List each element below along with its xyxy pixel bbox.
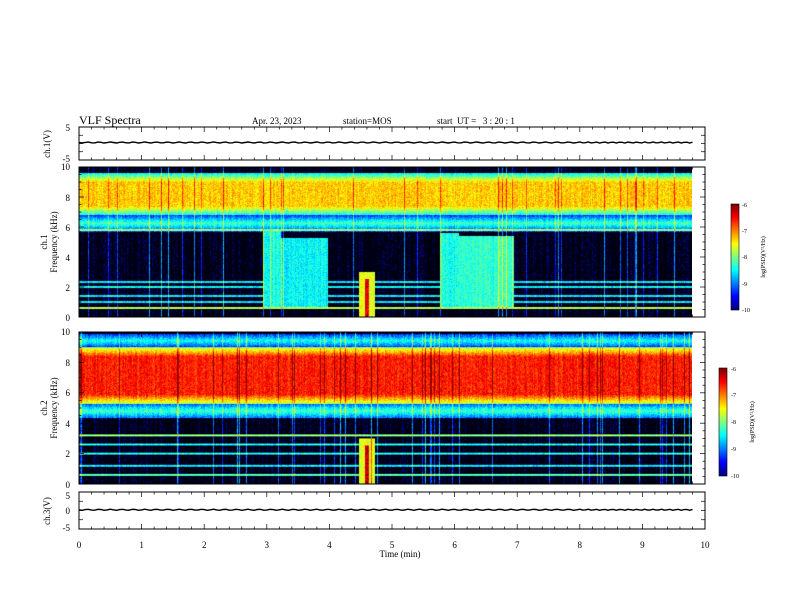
time-tick-label: 5 bbox=[390, 540, 395, 550]
start-time-label: start UT = 3 : 20 : 1 bbox=[437, 116, 515, 126]
time-tick-label: 10 bbox=[701, 540, 711, 550]
time-axis-label: Time (min) bbox=[380, 549, 421, 559]
figure-title: VLF Spectra bbox=[79, 113, 141, 127]
ch3-ytick-mid: 0 bbox=[66, 506, 71, 516]
station-label: station=MOS bbox=[343, 116, 392, 126]
time-tick-label: 4 bbox=[327, 540, 332, 550]
ch3-voltage-trace bbox=[78, 508, 693, 512]
time-axis-tick-labels: 0 1 2 3 4 5 6 7 8 9 10 bbox=[77, 540, 710, 550]
ch3-ytick-bottom: -5 bbox=[63, 523, 71, 533]
ch2-ytick-10: 10 bbox=[61, 327, 71, 337]
ch1-frequency-ylabel: Frequency (kHz) bbox=[49, 211, 59, 272]
ch2-cbar-tick-m7: -7 bbox=[731, 393, 736, 399]
time-tick-label: 1 bbox=[139, 540, 144, 550]
ch2-ytick-0: 0 bbox=[66, 480, 71, 490]
time-tick-label: 0 bbox=[77, 540, 82, 550]
ch1-ytick-8: 8 bbox=[66, 193, 71, 203]
ch1-ytick-0: 0 bbox=[66, 313, 71, 323]
ch2-ytick-6: 6 bbox=[66, 388, 71, 398]
ch1-colorbar-frame bbox=[730, 203, 740, 311]
ch1-ytick-bottom: -5 bbox=[63, 154, 71, 164]
ch1-spectrogram-panel: 10 8 6 4 2 0 ch.1 Frequency (kHz) -6 -7 … bbox=[39, 162, 767, 323]
ch2-cbar-tick-m9: -9 bbox=[731, 447, 736, 453]
ch1-cbar-tick-m6: -6 bbox=[742, 203, 747, 209]
time-tick-label: 7 bbox=[515, 540, 520, 550]
ch1-ytick-2: 2 bbox=[66, 283, 71, 293]
ch1-colorbar-label: log(PSD)(V²/Hz) bbox=[760, 236, 767, 277]
ch1-cbar-tick-m10: -10 bbox=[742, 308, 750, 314]
ch2-colorbar-frame bbox=[718, 367, 728, 477]
ch3-ytick-top: 5 bbox=[66, 491, 71, 501]
ch1-cbar-tick-m7: -7 bbox=[742, 229, 747, 235]
ch1-cbar-tick-m8: -8 bbox=[742, 255, 747, 261]
ch2-ytick-4: 4 bbox=[66, 419, 71, 429]
time-tick-label: 3 bbox=[265, 540, 270, 550]
ch2-channel-label: ch.2 bbox=[39, 400, 49, 415]
ch1-ytick-6: 6 bbox=[66, 223, 71, 233]
ch1-cbar-tick-m9: -9 bbox=[742, 282, 747, 288]
time-tick-label: 6 bbox=[452, 540, 457, 550]
ch3-voltage-ylabel: ch.3(V) bbox=[42, 497, 52, 525]
ch2-spectrogram-image bbox=[79, 332, 692, 484]
ch2-colorbar bbox=[719, 368, 727, 476]
ch1-ytick-top: 5 bbox=[66, 123, 71, 133]
ch2-cbar-tick-m8: -8 bbox=[731, 420, 736, 426]
ch2-colorbar-label: log(PSD)(V²/Hz) bbox=[749, 401, 756, 442]
ch1-voltage-trace bbox=[78, 141, 693, 144]
ch1-channel-label: ch.1 bbox=[39, 234, 49, 249]
time-tick-label: 8 bbox=[578, 540, 583, 550]
ch2-frequency-ylabel: Frequency (kHz) bbox=[49, 377, 59, 438]
ch1-ytick-4: 4 bbox=[66, 253, 71, 263]
ch2-cbar-tick-m10: -10 bbox=[731, 474, 739, 480]
time-tick-label: 2 bbox=[202, 540, 207, 550]
ch1-voltage-ylabel: ch.1(V) bbox=[42, 130, 52, 158]
ch2-ytick-2: 2 bbox=[66, 449, 71, 459]
ch1-spectrogram-image bbox=[79, 167, 692, 317]
time-tick-label: 9 bbox=[640, 540, 645, 550]
ch2-ytick-8: 8 bbox=[66, 358, 71, 368]
ch2-cbar-tick-m6: -6 bbox=[731, 367, 736, 373]
ch2-spectrogram-panel: 10 8 6 4 2 0 ch.2 Frequency (kHz) -6 -7 … bbox=[39, 327, 756, 490]
axis-ticks bbox=[78, 126, 706, 530]
date-label: Apr. 23, 2023 bbox=[252, 116, 302, 126]
ch1-ytick-10: 10 bbox=[61, 162, 71, 172]
ch1-colorbar bbox=[731, 204, 739, 310]
